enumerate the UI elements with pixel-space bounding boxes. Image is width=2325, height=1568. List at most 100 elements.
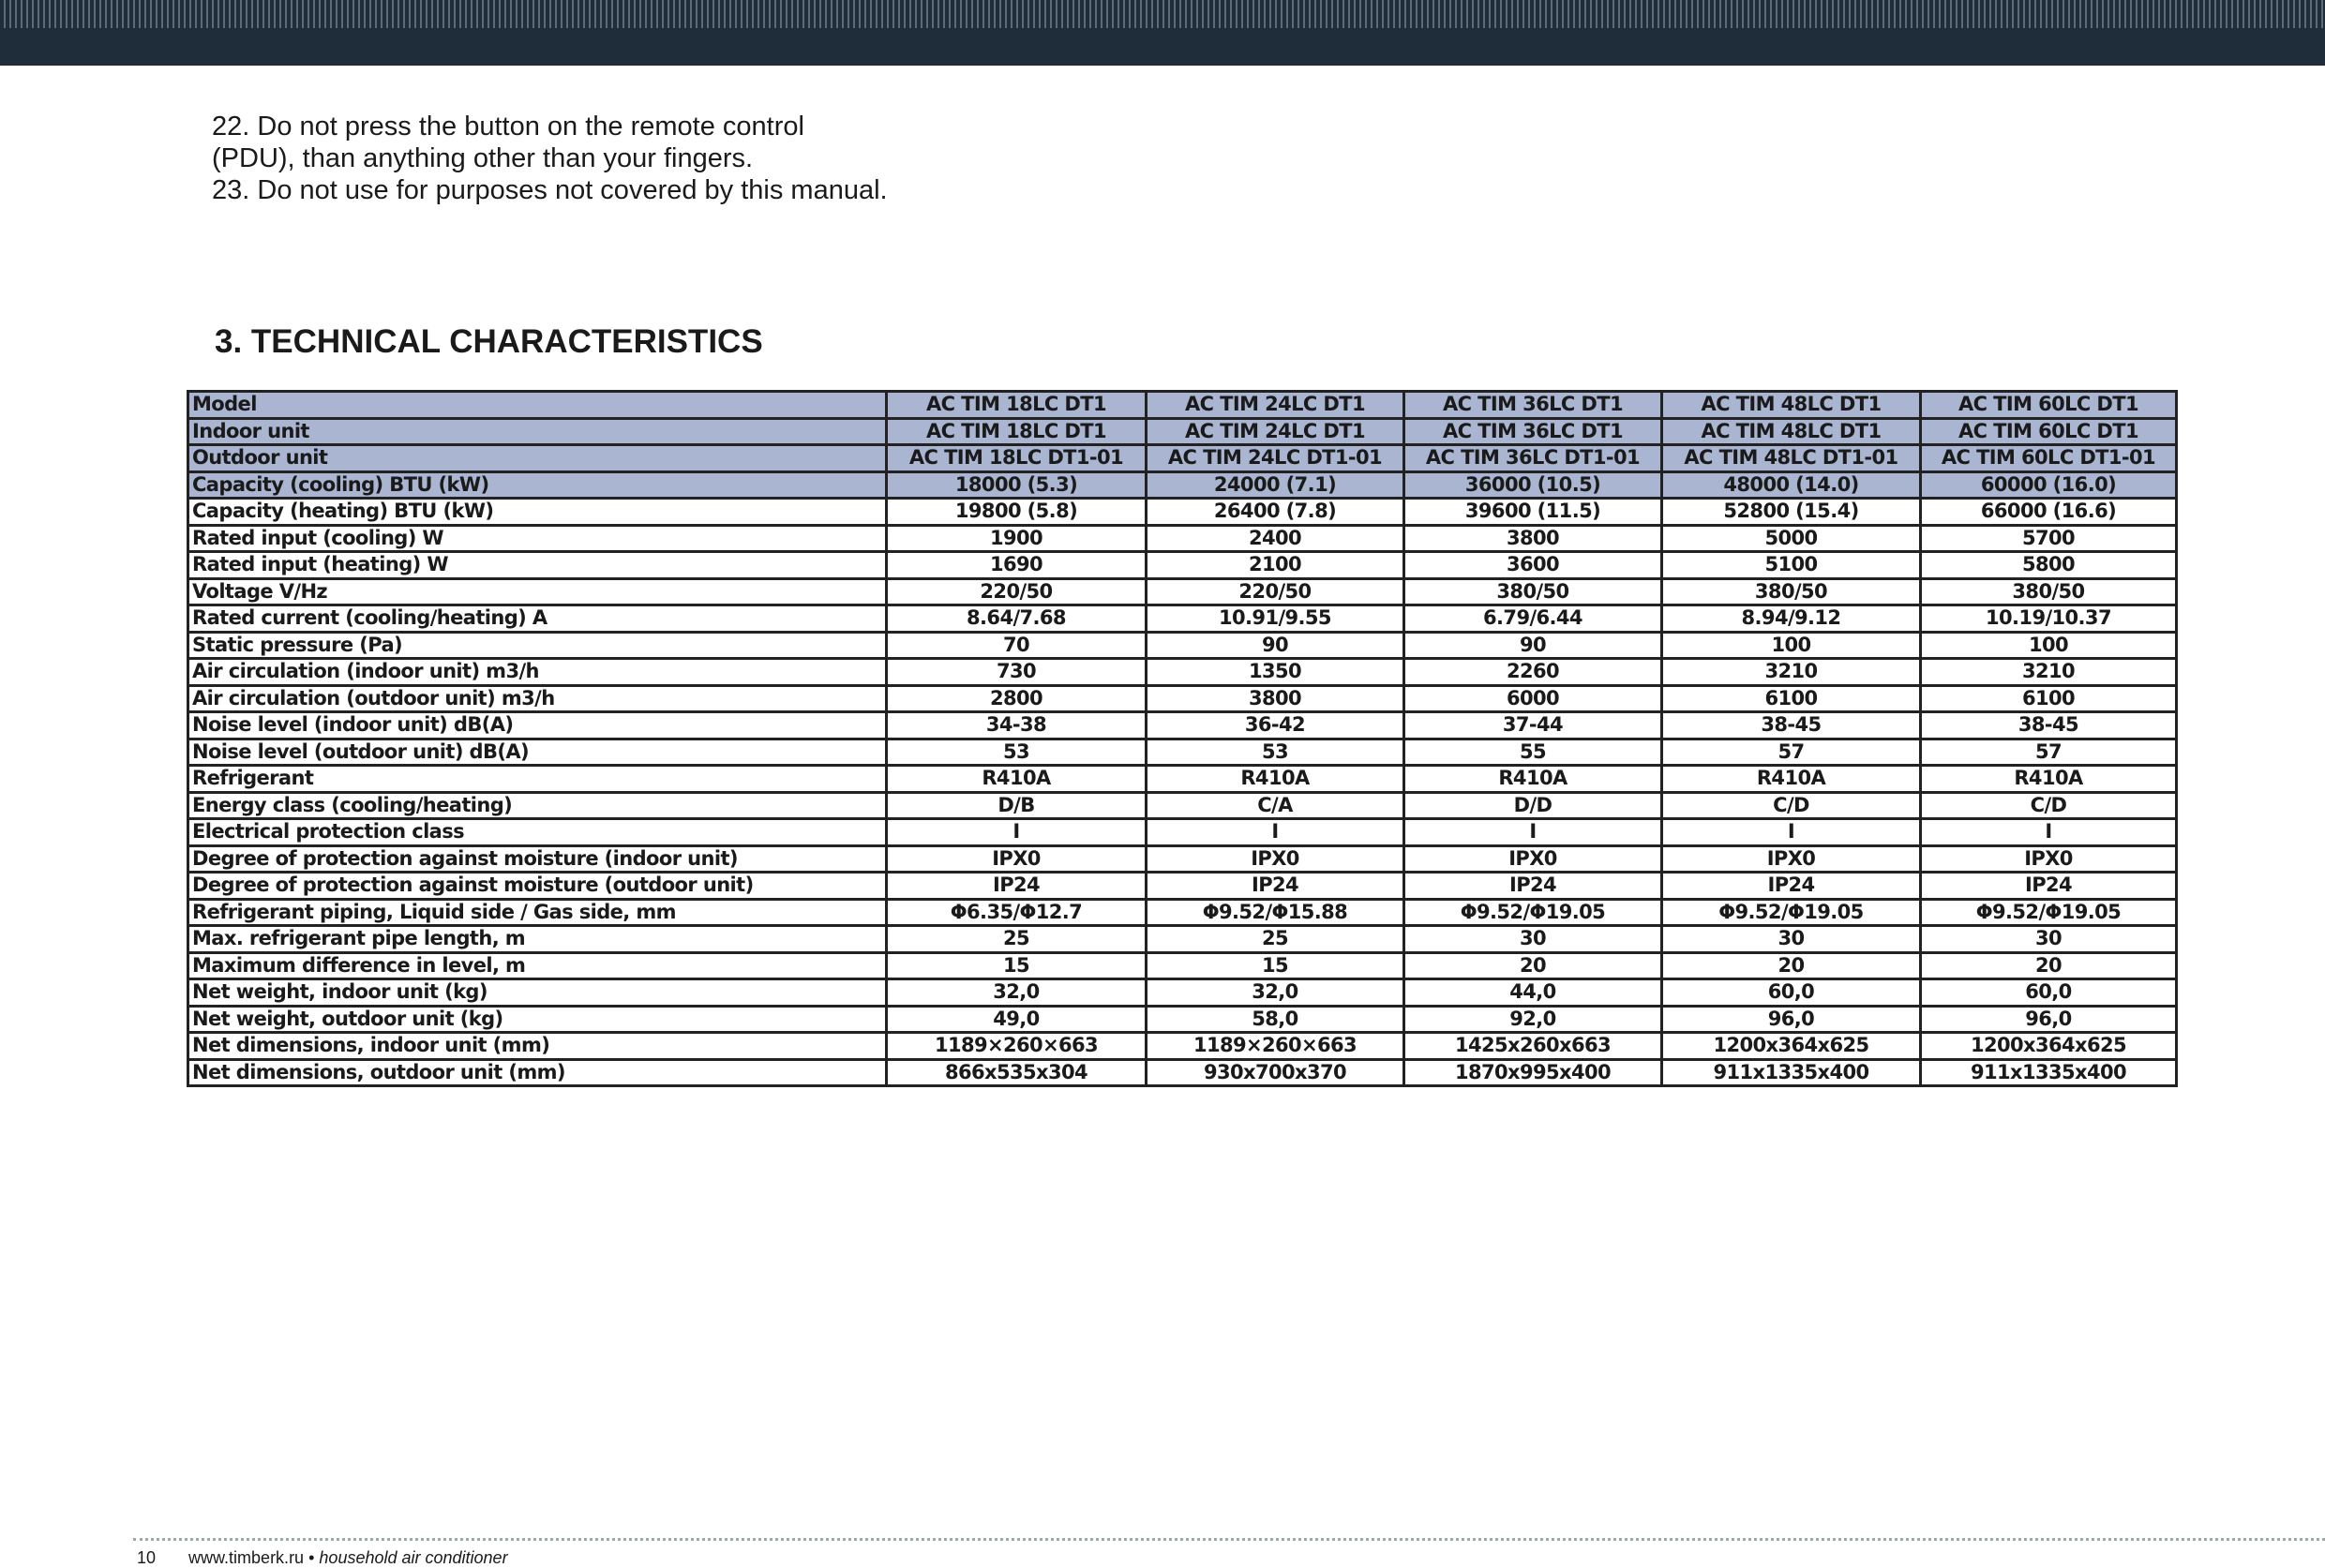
row-label: Refrigerant piping, Liquid side / Gas si… [187, 897, 888, 927]
cell: IPX0 [885, 844, 1148, 874]
cell: 1870x995x400 [1402, 1057, 1663, 1087]
instructions: 22. Do not press the button on the remot… [212, 111, 888, 206]
table-row: Capacity (cooling) BTU (kW) 18000 (5.3) 24… [187, 470, 2178, 500]
section-title: 3. TECHNICAL CHARACTERISTICS [215, 323, 763, 360]
row-label: Noise level (indoor unit) dB(A) [187, 710, 888, 740]
table-row: Indoor unit AC TIM 18LC DT1 AC TIM 24LC DT… [187, 416, 2178, 446]
row-label: Air circulation (outdoor unit) m3/h [187, 683, 888, 713]
cell: 2400 [1145, 523, 1405, 553]
table-row: Outdoor unit AC TIM 18LC DT1-01 AC TIM 24L… [187, 443, 2178, 473]
cell: 60000 (16.0) [1919, 470, 2178, 500]
cell: 2800 [885, 683, 1148, 713]
table-row: Electrical protection class I I I I I [187, 817, 2178, 847]
row-label: Net dimensions, outdoor unit (mm) [187, 1057, 888, 1087]
cell: 6100 [1660, 683, 1922, 713]
cell: 32,0 [1145, 978, 1405, 1008]
cell: IP24 [1145, 871, 1405, 901]
row-label: Rated input (cooling) W [187, 523, 888, 553]
cell: 90 [1402, 630, 1663, 660]
cell: C/A [1145, 790, 1405, 820]
cell: 55 [1402, 737, 1663, 767]
cell: 48000 (14.0) [1660, 470, 1922, 500]
cell: D/B [885, 790, 1148, 820]
table-row: Refrigerant piping, Liquid side / Gas si… [187, 897, 2178, 927]
cell: 911x1335x400 [1660, 1057, 1922, 1087]
cell: 1200x364x625 [1660, 1031, 1922, 1061]
row-label: Noise level (outdoor unit) dB(A) [187, 737, 888, 767]
cell: R410A [1919, 764, 2178, 794]
cell: 92,0 [1402, 1004, 1663, 1034]
table-row: Capacity (heating) BTU (kW) 19800 (5.8) 26… [187, 497, 2178, 527]
cell: Φ9.52/Φ19.05 [1660, 897, 1922, 927]
tagline: household air conditioner [319, 1548, 508, 1567]
cell: 1690 [885, 550, 1148, 580]
row-label: Air circulation (indoor unit) m3/h [187, 657, 888, 687]
cell: 1189×260×663 [885, 1031, 1148, 1061]
cell: AC TIM 18LC DT1-01 [885, 443, 1148, 473]
row-label: Voltage V/Hz [187, 576, 888, 606]
cell: 8.94/9.12 [1660, 604, 1922, 634]
cell: 10.91/9.55 [1145, 604, 1405, 634]
table-row: Air circulation (outdoor unit) m3/h 2800 3… [187, 683, 2178, 713]
cell: 96,0 [1919, 1004, 2178, 1034]
cell: 866x535x304 [885, 1057, 1148, 1087]
cell: 30 [1402, 924, 1663, 954]
cell: I [1660, 817, 1922, 847]
table-row: Refrigerant R410A R410A R410A R410A R410A [187, 764, 2178, 794]
row-label: Electrical protection class [187, 817, 888, 847]
cell: IP24 [1660, 871, 1922, 901]
cell: R410A [1145, 764, 1405, 794]
header-bar [0, 0, 2325, 66]
cell: 36000 (10.5) [1402, 470, 1663, 500]
cell: 30 [1919, 924, 2178, 954]
row-label: Static pressure (Pa) [187, 630, 888, 660]
row-label: Net weight, indoor unit (kg) [187, 978, 888, 1008]
cell: 1200x364x625 [1919, 1031, 2178, 1061]
cell: AC TIM 24LC DT1 [1145, 390, 1405, 420]
spec-table: Model AC TIM 18LC DT1 AC TIM 24LC DT1 AC TI… [187, 390, 2178, 1087]
row-label: Degree of protection against moisture (o… [187, 871, 888, 901]
cell: I [1402, 817, 1663, 847]
cell: I [885, 817, 1148, 847]
cell: 3210 [1660, 657, 1922, 687]
cell: 5700 [1919, 523, 2178, 553]
cell: AC TIM 18LC DT1 [885, 390, 1148, 420]
row-label: Energy class (cooling/heating) [187, 790, 888, 820]
cell: 1189×260×663 [1145, 1031, 1405, 1061]
cell: 2100 [1145, 550, 1405, 580]
cell: Φ6.35/Φ12.7 [885, 897, 1148, 927]
table-row: Net dimensions, indoor unit (mm) 1189×260… [187, 1031, 2178, 1061]
cell: 96,0 [1660, 1004, 1922, 1034]
cell: 930x700x370 [1145, 1057, 1405, 1087]
cell: 53 [1145, 737, 1405, 767]
cell: 30 [1660, 924, 1922, 954]
cell: AC TIM 60LC DT1-01 [1919, 443, 2178, 473]
cell: 66000 (16.6) [1919, 497, 2178, 527]
cell: 100 [1919, 630, 2178, 660]
cell: D/D [1402, 790, 1663, 820]
cell: 380/50 [1402, 576, 1663, 606]
cell: R410A [1660, 764, 1922, 794]
cell: 38-45 [1660, 710, 1922, 740]
cell: 6100 [1919, 683, 2178, 713]
cell: 2260 [1402, 657, 1663, 687]
cell: 38-45 [1919, 710, 2178, 740]
cell: AC TIM 36LC DT1 [1402, 416, 1663, 446]
cell: 3600 [1402, 550, 1663, 580]
cell: AC TIM 60LC DT1 [1919, 416, 2178, 446]
cell: 10.19/10.37 [1919, 604, 2178, 634]
table-row: Rated input (heating) W 1690 2100 3600 5100 5… [187, 550, 2178, 580]
instruction-line: 23. Do not use for purposes not covered … [212, 175, 888, 205]
cell: C/D [1919, 790, 2178, 820]
cell: AC TIM 24LC DT1 [1145, 416, 1405, 446]
cell: 57 [1919, 737, 2178, 767]
cell: 6000 [1402, 683, 1663, 713]
table-row: Net dimensions, outdoor unit (mm) 866x535… [187, 1057, 2178, 1087]
cell: R410A [885, 764, 1148, 794]
cell: 25 [885, 924, 1148, 954]
cell: 3800 [1402, 523, 1663, 553]
table-row: Max. refrigerant pipe length, m 25 25 30 30 3… [187, 924, 2178, 954]
cell: IPX0 [1145, 844, 1405, 874]
table-row: Degree of protection against moisture (o… [187, 871, 2178, 901]
cell: 49,0 [885, 1004, 1148, 1034]
